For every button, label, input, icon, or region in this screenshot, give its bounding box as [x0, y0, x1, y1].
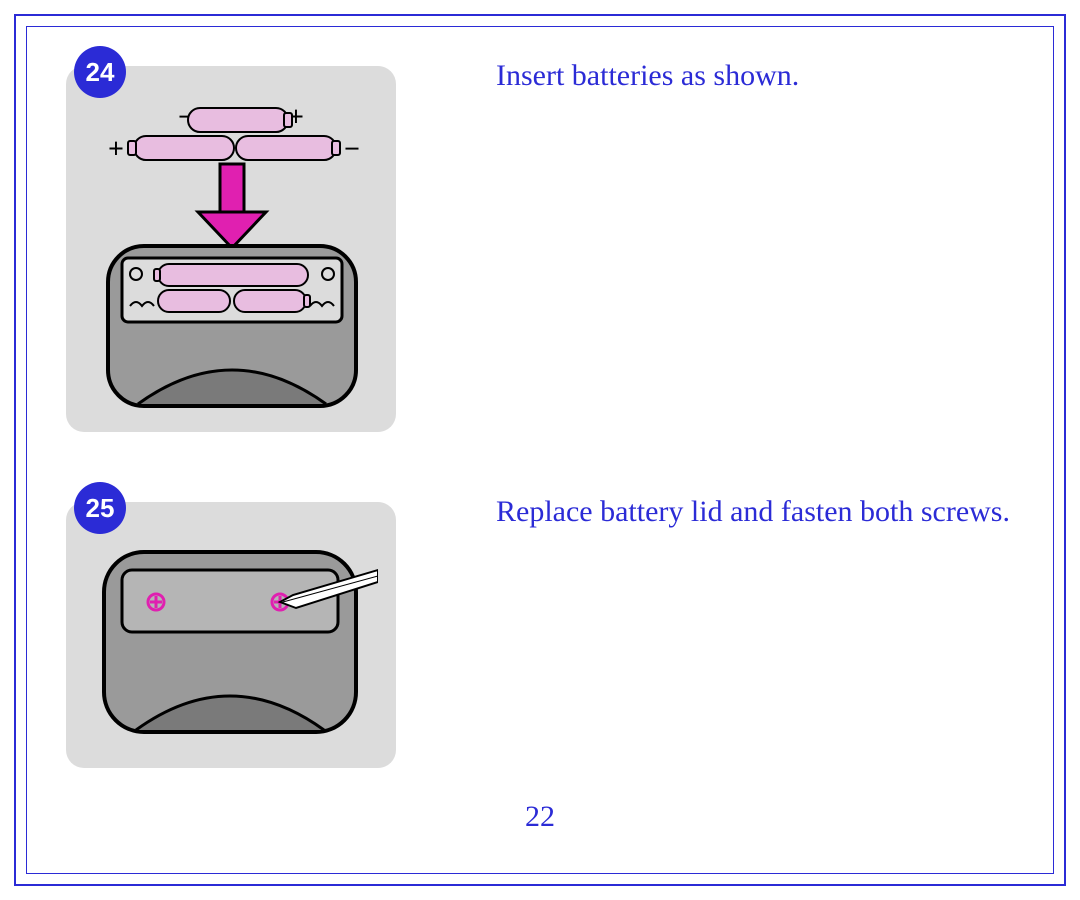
step-25-figure: 25	[66, 492, 396, 768]
step-25-badge: 25	[74, 482, 126, 534]
step-25: 25	[66, 492, 1014, 768]
screw-left-icon	[148, 594, 164, 610]
step-25-text: Replace battery lid and fasten both scre…	[396, 492, 1014, 531]
battery-insertion-diagram: − + + −	[78, 86, 378, 416]
step-24: 24 − + +	[66, 56, 1014, 432]
battery-lid-diagram	[78, 522, 378, 752]
svg-text:−: −	[344, 134, 360, 165]
page-number: 22	[26, 800, 1054, 834]
step-24-text: Insert batteries as shown.	[396, 56, 1014, 95]
step-25-illustration	[66, 502, 396, 768]
step-24-figure: 24 − + +	[66, 56, 396, 432]
arrow-down-icon	[198, 164, 266, 248]
step-24-illustration: − + + −	[66, 66, 396, 432]
svg-text:+: +	[108, 134, 124, 165]
page-content: 24 − + +	[26, 26, 1054, 874]
step-24-badge: 24	[74, 46, 126, 98]
